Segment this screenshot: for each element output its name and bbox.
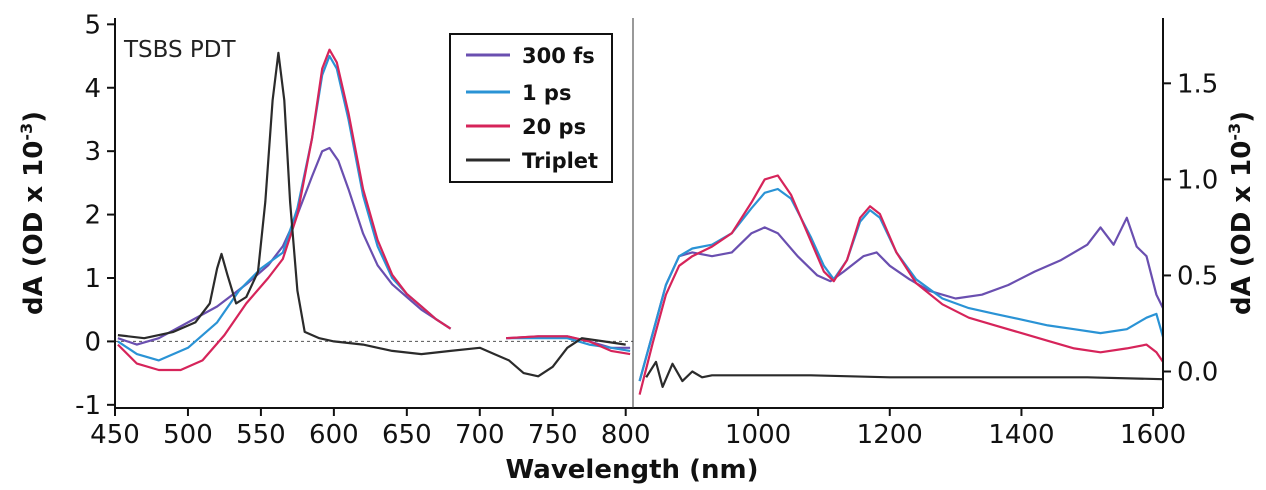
series-line-20-ps — [506, 335, 631, 356]
x-tick-label: 500 — [163, 420, 213, 450]
x-tick-label: 800 — [601, 420, 651, 450]
x-tick-label: 1600 — [1120, 420, 1186, 450]
x-tick-label: 750 — [528, 420, 578, 450]
y-tick-label: 1.5 — [1177, 69, 1218, 99]
left-y-axis-title: dA (OD x 10-3) — [17, 111, 49, 315]
series-line-1-ps — [638, 187, 1165, 382]
x-tick-label: 1400 — [988, 420, 1054, 450]
series-line-300-fs — [638, 216, 1164, 382]
y-tick-label: 2 — [84, 201, 101, 231]
legend-label: 1 ps — [522, 81, 571, 105]
x-tick-label: 1000 — [725, 420, 791, 450]
legend-item-triplet: Triplet — [466, 149, 598, 173]
right-panel: 1000 1200 1400 1600 0.0 0.5 1.0 1.5 — [632, 18, 1218, 450]
x-tick-label: 450 — [90, 420, 140, 450]
legend-label: 300 fs — [522, 44, 595, 68]
x-tick-label: 600 — [309, 420, 359, 450]
series-line-300-fs — [117, 146, 452, 346]
y-tick-label: 0.5 — [1177, 261, 1218, 291]
x-tick-label: 650 — [382, 420, 432, 450]
series-line-1-ps — [506, 337, 631, 352]
x-tick-label: 1200 — [857, 420, 923, 450]
series-line-triplet — [645, 360, 1164, 388]
legend: 300 fs 1 ps 20 ps Triplet — [449, 33, 613, 183]
y-tick-label: 0 — [84, 327, 101, 357]
series-line-20-ps — [638, 174, 1164, 395]
legend-item-1ps: 1 ps — [466, 81, 571, 105]
series-line-20-ps — [117, 48, 452, 372]
x-tick-label: 700 — [455, 420, 505, 450]
legend-label: 20 ps — [522, 115, 586, 139]
y-tick-label: 4 — [84, 74, 101, 104]
y-tick-label: 1.0 — [1177, 165, 1218, 195]
right-y-axis-title: dA (OD x 10-3) — [1225, 111, 1257, 315]
y-tick-label: 1 — [84, 264, 101, 294]
legend-box — [449, 33, 613, 183]
y-tick-label: -1 — [75, 391, 101, 421]
y-tick-label: 5 — [84, 10, 101, 40]
series-line-triplet — [117, 51, 626, 378]
legend-label: Triplet — [522, 149, 598, 173]
x-axis-title: Wavelength (nm) — [506, 455, 759, 485]
x-tick-label: 550 — [236, 420, 286, 450]
legend-item-20ps: 20 ps — [466, 115, 586, 139]
legend-item-300fs: 300 fs — [466, 44, 595, 68]
left-panel: 450 500 550 600 650 700 750 800 -1 0 1 2 3 4 5 — [75, 10, 650, 450]
y-tick-label: 3 — [84, 137, 101, 167]
panel-annotation: TSBS PDT — [123, 37, 237, 63]
y-tick-label: 0.0 — [1177, 357, 1218, 387]
